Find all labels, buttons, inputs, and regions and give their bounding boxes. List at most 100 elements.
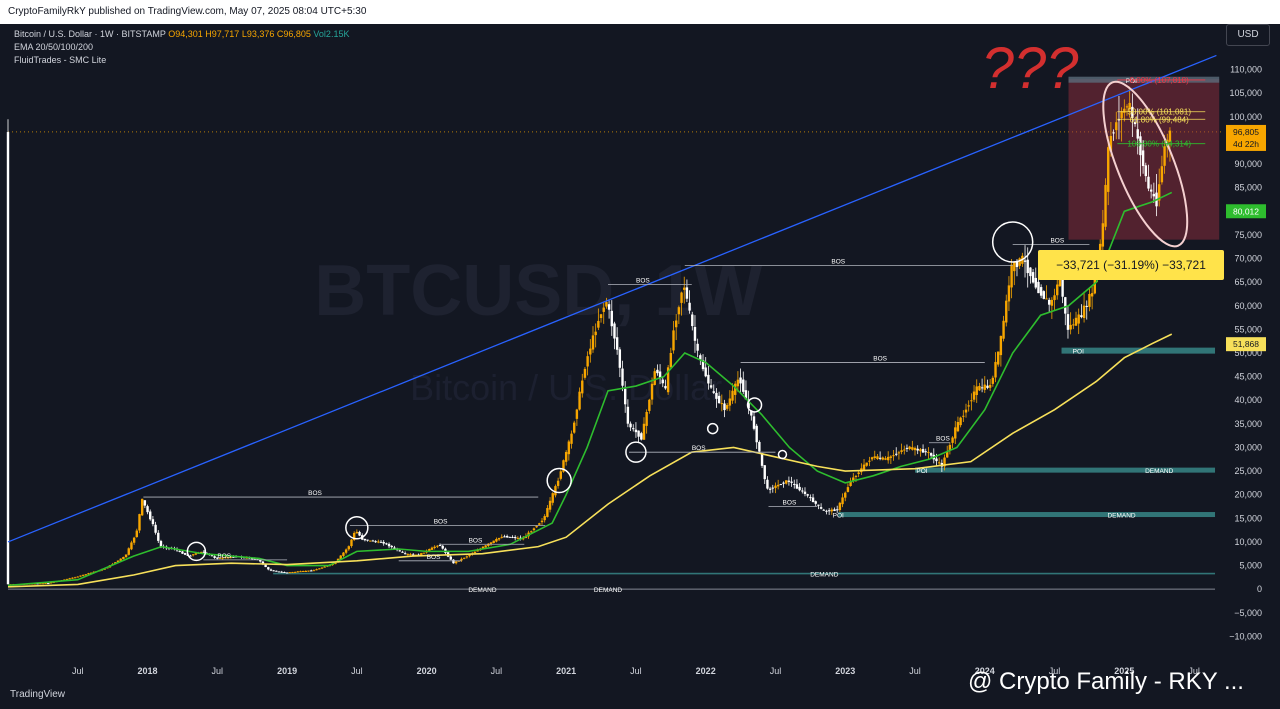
candle-body xyxy=(650,383,654,400)
candle-body xyxy=(428,549,431,552)
candle-body xyxy=(967,405,970,407)
candle-body xyxy=(540,520,544,523)
candle-body xyxy=(412,554,415,556)
candle-body xyxy=(881,457,885,460)
candle-body xyxy=(554,486,557,496)
candle-body xyxy=(106,567,109,569)
candle-body xyxy=(709,385,713,388)
candle-body xyxy=(795,484,799,489)
candle-body xyxy=(736,379,740,387)
candle-body xyxy=(798,486,801,491)
candle-body xyxy=(605,302,608,307)
candle-body xyxy=(256,559,259,561)
candle-body xyxy=(739,377,742,384)
candle-body xyxy=(385,543,388,545)
y-tick-label: 35,000 xyxy=(1234,419,1262,429)
symbol-watermark-sub: Bitcoin / U.S. Dollar xyxy=(410,367,722,408)
candle-body xyxy=(720,403,724,405)
candle-body xyxy=(919,449,922,452)
candle-body xyxy=(47,583,50,585)
poi-zone-50k xyxy=(1061,347,1216,354)
tradingview-logo: TradingView xyxy=(10,689,66,700)
highlight-circle xyxy=(345,516,369,540)
candle-body xyxy=(731,390,734,401)
candle-body xyxy=(438,545,442,547)
candle-body xyxy=(285,572,289,574)
candle-body xyxy=(140,498,144,516)
indicator-ema[interactable]: EMA 20/50/100/200 xyxy=(14,42,94,52)
currency-button[interactable]: USD xyxy=(1226,24,1270,46)
candle-body xyxy=(817,504,820,506)
candle-body xyxy=(275,570,278,572)
candle-body xyxy=(948,444,952,450)
candle-body xyxy=(927,451,930,453)
candle-body xyxy=(570,433,573,444)
candle-body xyxy=(637,430,640,437)
candle-body xyxy=(578,391,581,410)
candle-body xyxy=(999,335,1003,356)
x-tick-label: 2019 xyxy=(277,666,297,676)
demand-label: DEMAND xyxy=(1107,513,1135,520)
candle-body xyxy=(522,538,525,540)
demand-zone-low xyxy=(273,572,1216,575)
candle-body xyxy=(886,456,890,461)
candle-body xyxy=(677,307,681,315)
candle-body xyxy=(87,573,90,575)
candle-body xyxy=(986,385,989,388)
fib-label: 50.00% (101,081) xyxy=(1127,108,1191,117)
bos-label: BOS xyxy=(873,355,887,362)
candle-body xyxy=(473,551,477,554)
ohlc-close: C96,805 xyxy=(276,29,311,39)
ema-slow-line xyxy=(7,333,1173,588)
candle-body xyxy=(143,500,147,506)
candle-body xyxy=(52,581,55,583)
y-tick-label: 100,000 xyxy=(1229,112,1262,122)
candle-body xyxy=(897,452,901,454)
highlight-circle xyxy=(777,449,788,460)
candle-body xyxy=(358,531,361,536)
candle-body xyxy=(508,536,512,538)
candle-body xyxy=(597,320,600,328)
candle-body xyxy=(693,327,697,341)
y-tick-label: 85,000 xyxy=(1234,183,1262,193)
y-tick-label: 80,000 xyxy=(1234,206,1262,216)
candle-body xyxy=(852,477,855,482)
candle-body xyxy=(119,558,122,561)
candle-body xyxy=(868,460,871,462)
candle-body xyxy=(6,132,10,585)
candle-body xyxy=(1042,291,1046,299)
candle-body xyxy=(476,550,479,552)
candle-body xyxy=(707,374,710,384)
candle-body xyxy=(17,584,20,586)
candle-body xyxy=(640,433,643,440)
publish-header: CryptoFamilyRkY published on TradingView… xyxy=(0,0,1280,24)
candle-body xyxy=(301,570,305,572)
x-tick-label: 2023 xyxy=(835,666,855,676)
y-tick-label: 0 xyxy=(1257,584,1262,594)
indicator-smc[interactable]: FluidTrades - SMC Lite xyxy=(14,55,107,65)
candle-body xyxy=(905,447,909,449)
trendline xyxy=(7,54,1217,543)
candle-body xyxy=(1115,122,1118,131)
candle-body xyxy=(1085,305,1088,307)
candle-body xyxy=(355,531,359,534)
fib-label: 61.80% (99,484) xyxy=(1130,115,1189,124)
candle-body xyxy=(167,547,171,549)
symbol-row: Bitcoin / U.S. Dollar · 1W · BITSTAMP O9… xyxy=(14,28,349,41)
candle-body xyxy=(277,571,281,573)
fib-label: 0.00% (107,818) xyxy=(1130,76,1189,85)
candle-body xyxy=(218,557,222,559)
candle-body xyxy=(862,464,866,470)
candle-body xyxy=(259,559,262,562)
candle-body xyxy=(527,532,530,537)
candle-body xyxy=(39,583,42,585)
candle-body xyxy=(664,385,667,389)
candle-body xyxy=(1029,267,1032,277)
y-tick-label: 15,000 xyxy=(1234,513,1262,523)
candle-body xyxy=(573,422,576,433)
candle-body xyxy=(503,536,506,538)
candle-body xyxy=(181,551,184,554)
candle-body xyxy=(234,556,238,558)
candle-body xyxy=(626,406,630,424)
